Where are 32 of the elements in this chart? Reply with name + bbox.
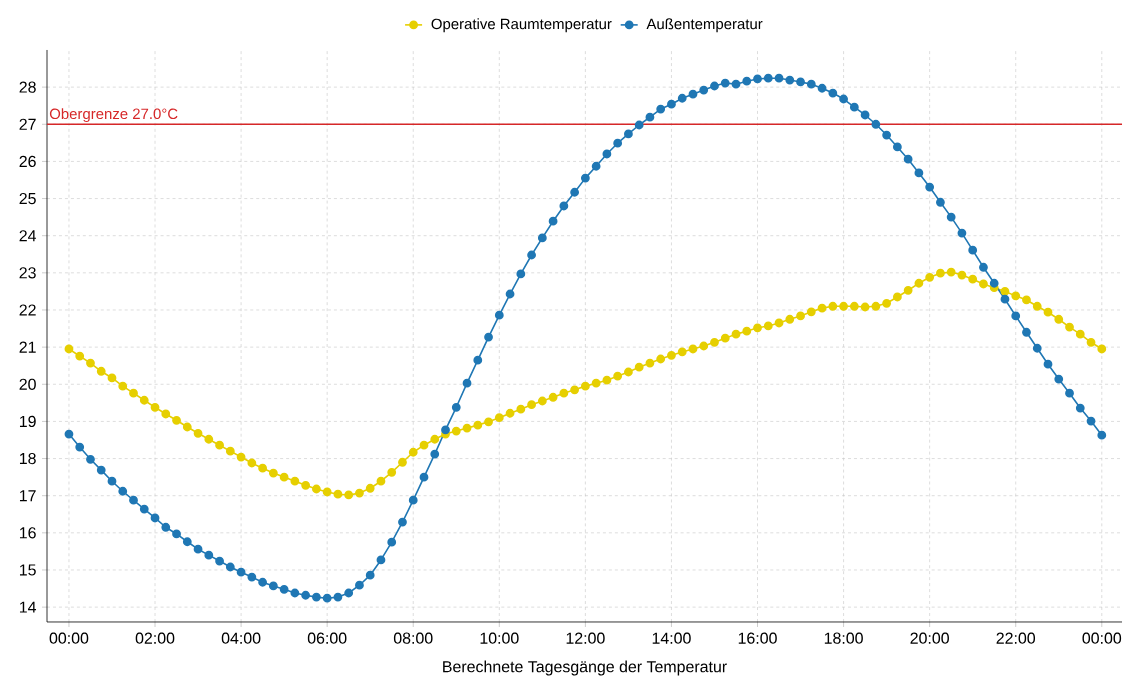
y-tick-label: 25 [19,192,36,205]
x-tick-label: 10:00 [480,632,519,644]
x-tick-label: 02:00 [135,632,175,644]
y-tick-label: 19 [19,415,36,428]
y-tick-label: 27 [19,118,36,130]
x-tick-label: 22:00 [996,632,1036,644]
x-axis-title: Berechnete Tagesgänge der Temperatur [443,660,727,676]
y-tick-label: 26 [19,155,36,168]
y-tick-label: 15 [19,564,36,576]
x-tick-label: 20:00 [910,632,949,644]
legend-label: Operative Raumtemperatur [431,18,612,33]
x-tick-label: 00:00 [1082,632,1122,644]
y-tick-label: 21 [19,341,36,353]
x-tick-label: 18:00 [824,632,863,644]
y-tick-label: 17 [19,490,36,502]
y-tick-label: 20 [19,378,36,390]
y-tick-label: 23 [19,267,36,279]
x-tick-label: 08:00 [393,632,433,644]
ref-line-label: Obergrenze 27.0°C [49,108,178,123]
legend-label: Außentemperatur [646,18,763,33]
x-tick-label: 06:00 [307,632,347,644]
y-tick-label: 24 [19,230,37,242]
y-tick-label: 18 [19,452,36,465]
x-tick-label: 16:00 [738,632,777,644]
x-tick-label: 12:00 [566,632,605,644]
x-tick-label: 14:00 [652,632,691,644]
y-tick-label: 16 [19,527,36,539]
y-tick-label: 22 [19,304,36,316]
x-tick-label: 00:00 [49,632,89,644]
x-tick-label: 04:00 [221,632,261,644]
y-tick-label: 28 [19,81,36,93]
y-tick-label: 14 [19,601,37,613]
